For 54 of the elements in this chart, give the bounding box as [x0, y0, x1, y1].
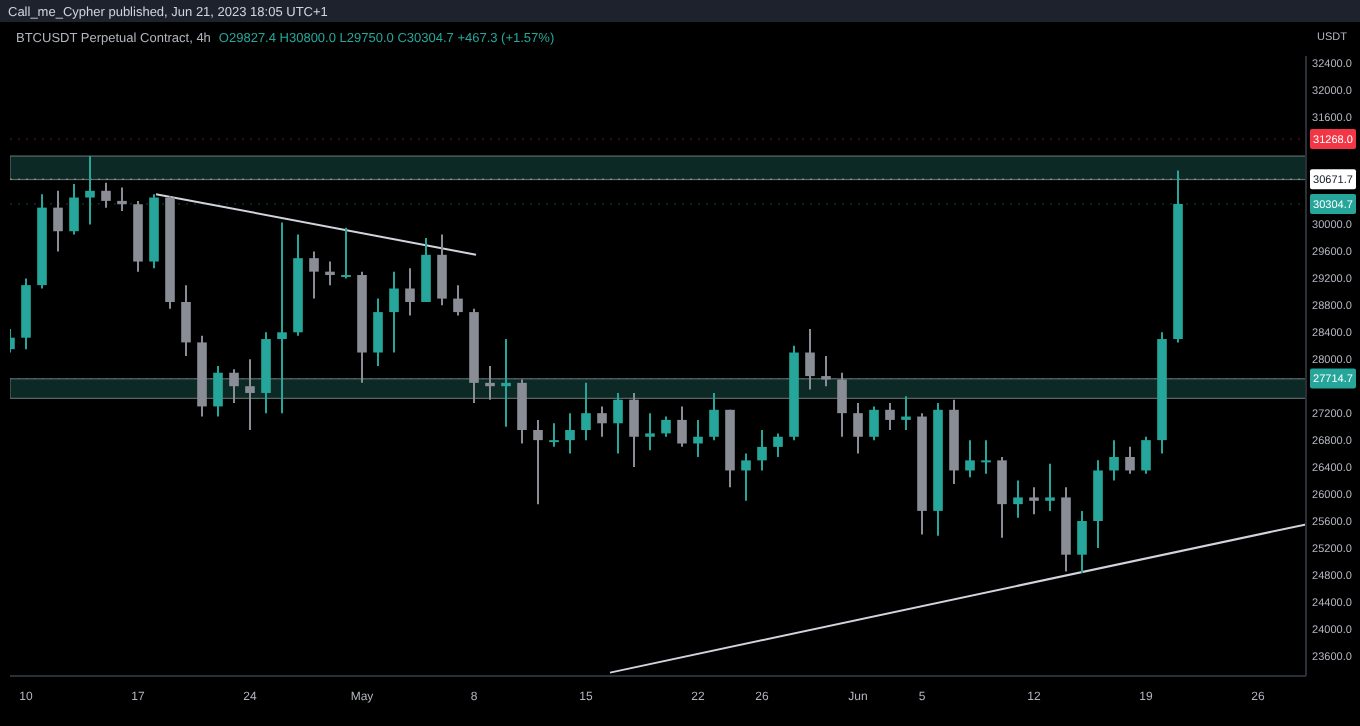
- candlestick: [1045, 462, 1055, 512]
- candlestick: [85, 155, 95, 226]
- candlestick: [277, 221, 287, 415]
- candlestick: [405, 267, 415, 317]
- candlestick: [741, 452, 751, 502]
- candlestick: [453, 284, 463, 317]
- candlestick: [213, 365, 223, 418]
- candlestick: [1029, 486, 1039, 516]
- candlestick: [1125, 445, 1135, 475]
- candlestick: [437, 233, 447, 307]
- candlestick: [533, 418, 543, 506]
- candlestick: [677, 405, 687, 448]
- candlestick: [325, 260, 335, 287]
- candlestick: [853, 402, 863, 455]
- candlestick: [885, 402, 895, 432]
- candlestick: [661, 415, 671, 438]
- candlestick: [613, 391, 623, 455]
- candlestick: [1141, 435, 1151, 475]
- candlestick: [869, 405, 879, 442]
- candlestick: [69, 183, 79, 236]
- candlestick: [629, 391, 639, 469]
- candlestick: [565, 412, 575, 455]
- candlestick: [421, 236, 431, 303]
- candlestick: [581, 381, 591, 442]
- candlestick: [549, 422, 559, 448]
- candlestick: [229, 368, 239, 405]
- candlestick: [485, 365, 495, 401]
- candlestick: [757, 429, 767, 472]
- candlestick: [901, 395, 911, 432]
- candlestick: [117, 186, 127, 212]
- candlestick: [693, 418, 703, 458]
- candlestick: [645, 412, 655, 452]
- candlestick: [101, 181, 111, 209]
- candlestick: [341, 226, 351, 280]
- candlestick: [597, 405, 607, 438]
- candlestick: [1109, 439, 1119, 482]
- candlestick: [245, 358, 255, 432]
- candlestick: [773, 432, 783, 458]
- candlestick: [1013, 479, 1023, 519]
- candlestick: [805, 327, 815, 391]
- candlestick: [837, 371, 847, 438]
- candlestick: [517, 378, 527, 445]
- candlestick: [1077, 509, 1087, 574]
- candlestick: [309, 250, 319, 300]
- candlestick: [181, 284, 191, 357]
- candlestick: [389, 270, 399, 354]
- candlestick: [821, 354, 831, 388]
- candlestick: [981, 439, 991, 475]
- candlestick: [997, 455, 1007, 539]
- candlestick: [53, 189, 63, 253]
- candlestick: [709, 391, 719, 442]
- candlestick: [965, 439, 975, 479]
- candlestick: [501, 338, 511, 428]
- candlestick: [373, 297, 383, 367]
